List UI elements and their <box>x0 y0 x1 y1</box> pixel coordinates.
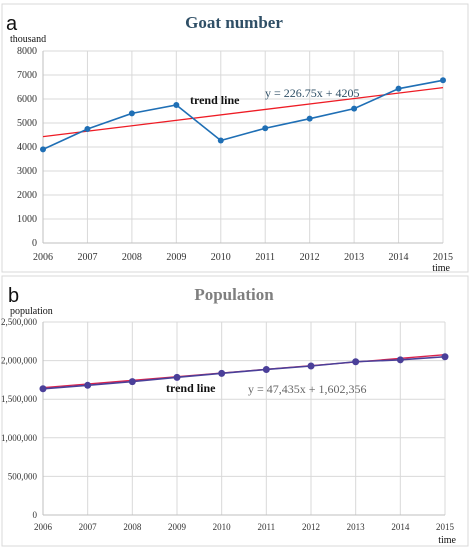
panel-b-frame <box>1 275 469 547</box>
chart-a-xtick-label: 2011 <box>255 252 275 263</box>
chart-b-data-point <box>173 373 181 381</box>
chart-a-data-point <box>351 105 358 112</box>
chart-a-ylabel: thousand <box>10 34 46 45</box>
chart-b-xtick-label: 2006 <box>34 522 53 532</box>
chart-b-xtick-label: 2011 <box>257 522 275 532</box>
chart-a-xtick-label: 2007 <box>77 252 97 263</box>
chart-a-data-point <box>217 137 224 144</box>
chart-a-data-point <box>173 102 180 108</box>
chart-a-data-point <box>306 115 313 122</box>
chart-a-xtick-label: 2014 <box>389 252 409 263</box>
chart-a-ytick-label: 5000 <box>17 118 37 129</box>
chart-b-data-point <box>84 381 92 389</box>
chart-b-trend-label: trend line <box>166 381 216 395</box>
chart-b-data-point <box>39 385 47 393</box>
chart-b-xtick-label: 2012 <box>302 522 320 532</box>
chart-b-title: Population <box>194 285 274 304</box>
chart-b-ylabel: population <box>10 306 53 317</box>
chart-b-ytick-label: 500,000 <box>8 471 38 481</box>
chart-b-ytick-label: 1,000,000 <box>1 433 38 443</box>
panel-a-letter: a <box>6 13 18 35</box>
chart-b-ytick-label: 2,500,000 <box>1 317 38 327</box>
chart-b-data-point <box>218 369 226 377</box>
chart-b-xtick-label: 2008 <box>123 522 142 532</box>
chart-a-data-point <box>128 110 135 117</box>
chart-b-xtick-label: 2007 <box>79 522 98 532</box>
panel-b-letter: b <box>8 285 19 307</box>
chart-a-ytick-label: 7000 <box>17 70 37 81</box>
chart-b-ytick-label: 1,500,000 <box>1 394 38 404</box>
chart-b-xtick-label: 2010 <box>213 522 232 532</box>
chart-b-ytick-label: 0 <box>33 510 38 520</box>
chart-a-xlabel: time <box>432 263 450 274</box>
chart-a-xtick-label: 2013 <box>344 252 364 263</box>
chart-b-data-point <box>307 362 315 370</box>
chart-a-ytick-label: 1000 <box>17 214 37 225</box>
chart-b-trend-equation: y = 47,435x + 1,602,356 <box>248 382 367 396</box>
panel-a-frame <box>1 3 469 273</box>
chart-a-xtick-label: 2015 <box>433 252 453 263</box>
chart-a-trend-label: trend line <box>190 93 240 107</box>
chart-b-data-point <box>396 356 404 364</box>
chart-a-xtick-label: 2010 <box>211 252 231 263</box>
chart-b-xtick-label: 2013 <box>347 522 366 532</box>
chart-b-ytick-label: 2,000,000 <box>1 356 38 366</box>
chart-a-ytick-label: 3000 <box>17 166 37 177</box>
chart-b-xtick-label: 2009 <box>168 522 187 532</box>
chart-b-data-point <box>128 378 136 386</box>
chart-a-title: Goat number <box>185 13 283 32</box>
chart-b-xtick-label: 2015 <box>436 522 455 532</box>
chart-a-ytick-label: 6000 <box>17 94 37 105</box>
chart-a-xtick-label: 2009 <box>166 252 186 263</box>
chart-b-data-point <box>262 365 270 373</box>
chart-b-data-point <box>352 358 360 366</box>
chart-a-ytick-label: 8000 <box>17 46 37 57</box>
chart-a-ytick-label: 2000 <box>17 190 37 201</box>
chart-a-trend-line <box>42 87 444 138</box>
chart-b-xtick-label: 2014 <box>391 522 410 532</box>
chart-a-series-line <box>42 79 444 151</box>
chart-a-data-point <box>40 146 46 153</box>
chart-a-data-point <box>262 125 269 132</box>
chart-a-data-point <box>84 126 91 132</box>
chart-a-ytick-label: 0 <box>32 238 37 249</box>
chart-a-trend-equation: y = 226.75x + 4205 <box>265 86 360 100</box>
chart-b-data-point <box>441 353 449 361</box>
chart-a-xtick-label: 2008 <box>122 252 142 263</box>
chart-a-xtick-label: 2006 <box>33 252 53 263</box>
chart-a-data-point <box>395 85 402 92</box>
chart-a-ytick-label: 4000 <box>17 142 37 153</box>
chart-a-xtick-label: 2012 <box>300 252 320 263</box>
chart-b-plot: 0 500,000 1,000,000 1,500,000 2,000,000 2,500… <box>1 317 455 532</box>
chart-b-xlabel: time <box>438 535 456 546</box>
chart-a-data-point <box>440 77 446 84</box>
chart-b-series-line <box>42 355 446 390</box>
chart-a-plot: 0 1000 2000 3000 4000 5000 6000 7000 8000 2006 200… <box>17 46 453 263</box>
